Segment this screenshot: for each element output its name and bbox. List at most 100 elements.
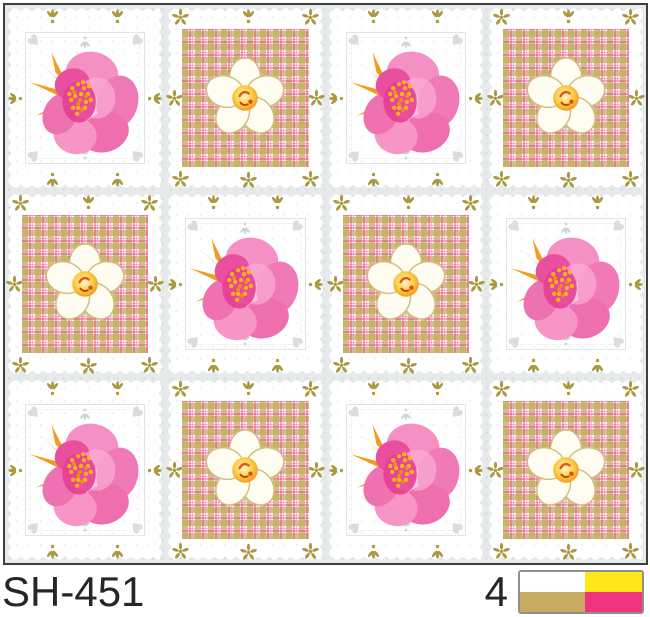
- scallop-edge-bottom: [170, 369, 321, 377]
- gold-sprout-motif: [239, 378, 258, 397]
- scallop-edge-top: [10, 5, 161, 13]
- gold-daisy-motif: [492, 380, 511, 399]
- gold-sprout-motif: [428, 378, 447, 397]
- gold-daisy-motif: [461, 356, 480, 375]
- gold-daisy-motif: [301, 380, 320, 399]
- scallop-edge-bottom: [10, 555, 161, 563]
- scallop-edge-top: [490, 377, 641, 385]
- lace-inner-frame: [345, 32, 466, 164]
- gold-daisy-motif: [11, 356, 30, 375]
- gold-daisy-motif: [140, 194, 159, 213]
- gold-sprout-motif: [467, 461, 486, 480]
- gingham-tile: [165, 5, 326, 191]
- gold-sprout-motif: [108, 6, 127, 25]
- lace-inner-frame: [345, 404, 466, 536]
- gold-sprout-motif: [588, 192, 607, 211]
- lace-panel: ♥ ♥ ♥ ♥: [343, 401, 469, 539]
- gingham-panel: [182, 401, 309, 539]
- lace-panel: ♥ ♥ ♥ ♥: [343, 29, 469, 167]
- gold-sprout-motif: [43, 378, 62, 397]
- gold-daisy-motif: [140, 356, 159, 375]
- gold-sprout-motif: [399, 192, 418, 211]
- scallop-edge-left: [325, 382, 334, 558]
- lace-tile: ♥ ♥ ♥ ♥: [325, 5, 486, 191]
- gold-daisy-motif: [301, 170, 320, 189]
- gold-sprout-motif: [204, 192, 223, 211]
- scallop-edge-top: [10, 377, 161, 385]
- gold-sprout-motif: [524, 357, 543, 376]
- gingham-tile: [485, 5, 646, 191]
- gold-daisy-motif: [621, 8, 640, 27]
- gingham-tile: [485, 377, 646, 563]
- gold-daisy-motif: [307, 89, 326, 108]
- white-flower-illustration: [525, 57, 607, 139]
- scallop-edge-top: [330, 5, 481, 13]
- gold-sprout-motif: [364, 543, 383, 562]
- gold-sprout-motif: [239, 6, 258, 25]
- tile-grid: ♥ ♥ ♥ ♥ ♥ ♥ ♥ ♥: [5, 5, 646, 563]
- lace-tile: ♥ ♥ ♥ ♥: [5, 377, 166, 563]
- scallop-edge-bottom: [330, 183, 481, 191]
- color-swatch: [518, 570, 644, 614]
- gold-daisy-motif: [492, 170, 511, 189]
- gingham-panel: [502, 401, 629, 539]
- white-flower-illustration: [365, 243, 447, 325]
- gold-sprout-motif: [108, 378, 127, 397]
- gold-sprout-motif: [108, 171, 127, 190]
- gold-daisy-motif: [332, 356, 351, 375]
- white-flower-illustration: [44, 243, 126, 325]
- lace-inner-frame: [185, 218, 306, 350]
- gold-daisy-motif: [79, 357, 98, 376]
- lace-inner-frame: [25, 32, 146, 164]
- pink-flower-illustration: [507, 225, 625, 343]
- gingham-tile: [325, 191, 486, 377]
- gold-sprout-motif: [559, 6, 578, 25]
- pink-flower-illustration: [26, 411, 144, 529]
- lace-tile: ♥ ♥ ♥ ♥: [5, 5, 166, 191]
- gold-sprout-motif: [43, 171, 62, 190]
- gold-daisy-motif: [492, 8, 511, 27]
- gold-sprout-motif: [268, 192, 287, 211]
- gold-sprout-motif: [204, 357, 223, 376]
- gold-daisy-motif: [621, 170, 640, 189]
- gingham-panel: [502, 29, 629, 167]
- gingham-tile: [165, 377, 326, 563]
- colorway-count: 4: [484, 568, 508, 615]
- lace-panel: ♥ ♥ ♥ ♥: [503, 215, 629, 353]
- pink-flower-illustration: [26, 39, 144, 157]
- lace-panel: ♥ ♥ ♥ ♥: [22, 401, 148, 539]
- scallop-edge-top: [330, 191, 481, 199]
- gold-daisy-motif: [301, 8, 320, 27]
- swatch-color-white: [520, 572, 585, 592]
- scallop-edge-bottom: [330, 555, 481, 563]
- lace-inner-frame: [25, 404, 146, 536]
- gold-daisy-motif: [171, 170, 190, 189]
- gold-sprout-motif: [428, 543, 447, 562]
- lace-panel: ♥ ♥ ♥ ♥: [182, 215, 308, 353]
- swatch-color-yellow: [584, 572, 642, 592]
- lace-tile: ♥ ♥ ♥ ♥: [325, 377, 486, 563]
- pink-flower-illustration: [347, 411, 465, 529]
- scallop-edge-top: [330, 377, 481, 385]
- gold-daisy-motif: [461, 194, 480, 213]
- scallop-edge-top: [170, 191, 321, 199]
- scallop-edge-top: [10, 191, 161, 199]
- gold-daisy-motif: [332, 194, 351, 213]
- gold-sprout-motif: [79, 192, 98, 211]
- gold-daisy-motif: [467, 275, 486, 294]
- gold-daisy-motif: [239, 171, 258, 190]
- lace-inner-frame: [505, 218, 626, 350]
- gold-daisy-motif: [627, 89, 646, 108]
- pink-flower-illustration: [186, 225, 304, 343]
- white-flower-illustration: [204, 57, 286, 139]
- gold-sprout-motif: [364, 6, 383, 25]
- pink-flower-illustration: [347, 39, 465, 157]
- gold-sprout-motif: [268, 357, 287, 376]
- gingham-panel: [22, 215, 149, 353]
- fabric-pattern-area: ♥ ♥ ♥ ♥ ♥ ♥ ♥ ♥: [3, 3, 648, 565]
- footer-bar: SH-451 4: [0, 567, 650, 617]
- scallop-edge-top: [170, 5, 321, 13]
- lace-tile: ♥ ♥ ♥ ♥: [485, 191, 646, 377]
- swatch-color-khaki: [520, 592, 585, 612]
- swatch-color-magenta: [584, 592, 642, 612]
